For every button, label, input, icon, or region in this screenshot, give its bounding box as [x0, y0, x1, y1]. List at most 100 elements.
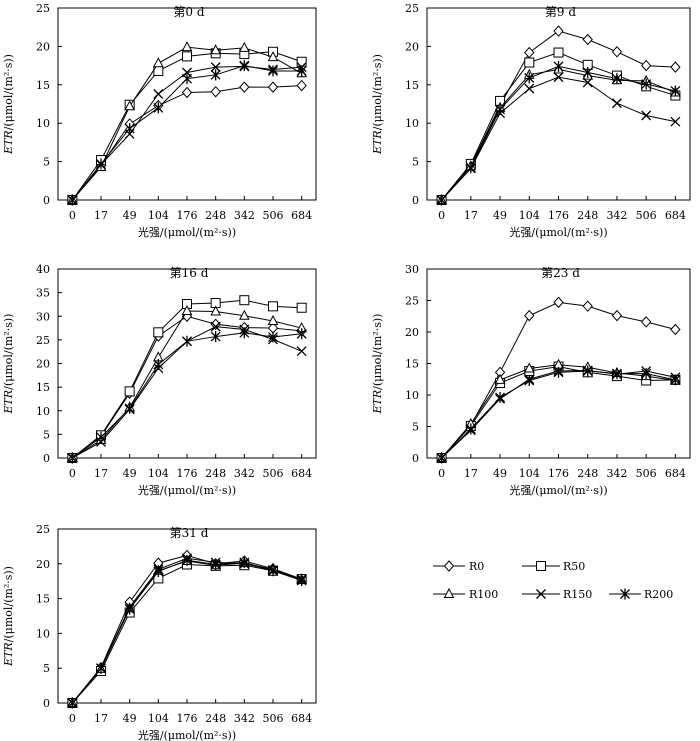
data-point: [641, 110, 652, 121]
data-point: [268, 331, 278, 343]
chart-panel-3: 0 5 10 15 20 25 30 0 17 49 104 176 248 342 506 684 第23 d…: [371, 263, 691, 497]
y-tick-label: 10: [36, 405, 50, 418]
series-line: [441, 52, 676, 201]
panel-title: 第0 d: [173, 5, 204, 19]
y-axis-label: ETR/(μmol/(m²·s)): [2, 566, 15, 667]
data-point: [670, 61, 681, 73]
y-tick-label: 10: [36, 627, 50, 640]
y-tick-label: 10: [36, 117, 50, 130]
data-point: [210, 321, 221, 332]
data-point: [210, 85, 221, 98]
x-tick-label: 342: [606, 209, 627, 222]
data-point: [495, 392, 506, 404]
data-point: [553, 60, 564, 72]
x-tick-label: 248: [205, 712, 226, 725]
y-tick-label: 40: [36, 263, 50, 276]
data-point: [124, 603, 135, 615]
panel-title: 第9 d: [545, 5, 576, 19]
x-axis-label: 光强/(μmol/(m²·s)): [138, 225, 236, 239]
y-tick-label: 0: [43, 452, 50, 465]
data-point: [524, 309, 535, 322]
data-point: [553, 366, 564, 378]
x-tick-label: 248: [577, 467, 598, 480]
data-point: [296, 346, 307, 357]
data-point: [153, 565, 164, 577]
data-point: [267, 81, 279, 93]
data-point: [239, 295, 250, 306]
y-tick-label: 0: [412, 194, 419, 207]
data-point: [296, 56, 307, 67]
data-point: [67, 194, 78, 206]
x-tick-label: 248: [577, 209, 598, 222]
x-tick-label: 176: [177, 467, 198, 480]
x-tick-label: 17: [464, 467, 478, 480]
data-point: [153, 102, 164, 114]
y-tick-label: 25: [405, 2, 419, 15]
x-tick-label: 684: [291, 467, 312, 480]
data-point: [670, 323, 681, 336]
x-tick-label: 506: [263, 467, 284, 480]
y-tick-label: 20: [36, 558, 50, 571]
data-point: [524, 46, 535, 59]
series-line: [441, 366, 676, 459]
x-tick-label: 104: [148, 712, 169, 725]
x-tick-label: 17: [94, 712, 108, 725]
y-tick-label: 25: [36, 334, 50, 347]
data-point: [153, 327, 164, 338]
data-point: [523, 362, 535, 373]
y-tick-label: 15: [405, 358, 419, 371]
series-R200: [436, 365, 681, 464]
data-point: [465, 423, 476, 435]
data-point: [182, 335, 192, 347]
x-tick-label: 248: [205, 467, 226, 480]
data-point: [210, 331, 221, 343]
series-R200: [67, 60, 307, 206]
data-point: [181, 86, 193, 99]
data-point: [641, 368, 652, 380]
y-tick-label: 5: [412, 421, 419, 434]
series-R100: [67, 554, 307, 707]
data-point: [239, 41, 250, 52]
series-line: [441, 68, 676, 201]
y-tick-label: 25: [36, 2, 50, 15]
legend-label: R50: [563, 560, 585, 573]
x-tick-label: 176: [177, 209, 198, 222]
series-line: [441, 65, 676, 201]
series-R50: [67, 559, 307, 708]
data-point: [611, 309, 623, 322]
data-point: [494, 373, 506, 384]
data-point: [553, 25, 564, 37]
series-line: [441, 364, 676, 459]
x-tick-label: 104: [148, 467, 169, 480]
legend-label: R0: [469, 560, 484, 573]
data-point: [182, 554, 192, 566]
data-point: [436, 194, 447, 206]
x-tick-label: 49: [123, 209, 137, 222]
data-point: [670, 374, 681, 386]
data-point: [67, 697, 78, 709]
series-line: [71, 65, 302, 201]
data-point: [436, 452, 447, 464]
data-point: [268, 301, 278, 312]
series-R0: [67, 79, 307, 206]
y-tick-label: 15: [405, 79, 419, 92]
x-tick-label: 49: [493, 467, 507, 480]
data-point: [670, 85, 681, 97]
x-tick-label: 684: [291, 209, 312, 222]
y-tick-label: 10: [405, 389, 419, 402]
legend-label: R150: [563, 588, 592, 601]
series-line: [71, 563, 302, 704]
series-R200: [436, 60, 681, 206]
panel-title: 第16 d: [170, 266, 209, 280]
data-point: [124, 123, 135, 135]
data-point: [181, 41, 193, 52]
panel-title: 第31 d: [170, 526, 209, 540]
y-tick-label: 15: [36, 593, 50, 606]
plot-frame: [57, 268, 317, 459]
x-tick-label: 0: [69, 467, 76, 480]
data-point: [124, 386, 135, 397]
y-tick-label: 35: [36, 287, 50, 300]
y-tick-label: 5: [412, 156, 419, 169]
x-tick-label: 248: [205, 209, 226, 222]
